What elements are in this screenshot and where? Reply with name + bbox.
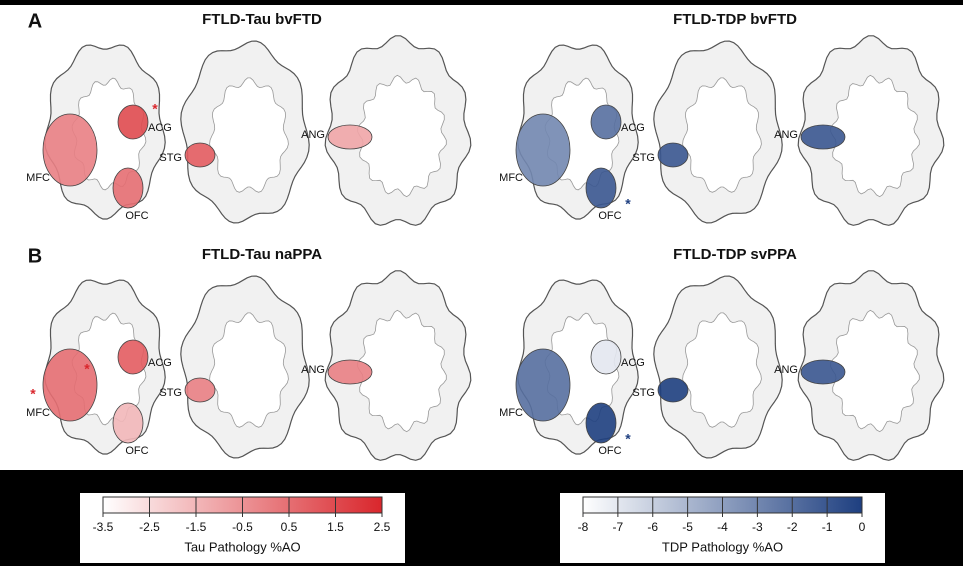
region-label: STG [632,387,655,399]
colorbar-tick-label: -1 [822,520,833,534]
white-matter [682,77,762,193]
colorbar-tick-label: 0 [859,520,866,534]
colorbar-tick-label: -6 [647,520,658,534]
colorbar-tick-label: -3 [752,520,763,534]
region-patch [112,167,144,209]
region-patch [327,359,373,385]
region-label: STG [159,152,182,164]
colorbar-tick-label: -5 [682,520,693,534]
region-label: ACG [148,122,172,134]
region-patch [117,339,149,375]
brain-figure: FTLD-Tau naPPA MFC * * ACG OFC STG ANG [26,246,472,461]
region-patch [184,142,216,168]
region-label: MFC [499,407,523,419]
significance-mark: * [625,196,631,212]
colorbar-tick-label: 0.5 [281,520,298,534]
region-label: MFC [26,172,50,184]
region-patch [515,113,571,187]
brain-figure: FTLD-Tau bvFTD MFC ACG * OFC STG ANG [26,11,472,226]
region-patch [585,402,617,444]
colorbar-tick-label: -3.5 [93,520,114,534]
white-matter [682,312,762,428]
region-patch [112,402,144,444]
colorbar-tick-label: -2 [787,520,798,534]
region-label: OFC [598,445,621,457]
colorbar-tick-label: 1.5 [327,520,344,534]
colorbar-tick-label: -8 [578,520,589,534]
region-label: OFC [125,445,148,457]
colorbar-tick-label: -4 [717,520,728,534]
region-patch [42,113,98,187]
panel-label: A [28,10,42,32]
region-label: STG [632,152,655,164]
colorbar-label: TDP Pathology %AO [662,539,783,554]
region-patch [585,167,617,209]
figure-title: FTLD-TDP bvFTD [673,11,797,28]
region-patch [184,377,216,403]
region-patch [515,348,571,422]
significance-mark: * [152,101,158,117]
region-patch [327,124,373,150]
figure-title: FTLD-Tau bvFTD [202,11,322,28]
region-label: OFC [125,210,148,222]
region-label: ACG [621,357,645,369]
region-patch [800,124,846,150]
region-label: STG [159,387,182,399]
region-patch [590,104,622,140]
region-label: ANG [301,129,325,141]
colorbar-tick-label: -0.5 [232,520,253,534]
significance-mark: * [84,361,90,377]
region-patch [800,359,846,385]
region-label: ACG [148,357,172,369]
white-matter [209,77,289,193]
region-label: ANG [301,364,325,376]
region-label: ACG [621,122,645,134]
significance-mark: * [625,431,631,447]
figure-title: FTLD-Tau naPPA [202,246,322,263]
region-patch [657,377,689,403]
colorbar-tick-label: -1.5 [186,520,207,534]
colorbar-tick-label: -2.5 [139,520,160,534]
region-label: MFC [499,172,523,184]
colorbar-tick-label: 2.5 [374,520,391,534]
region-label: ANG [774,364,798,376]
region-patch [117,104,149,140]
colorbar-tick-label: -7 [613,520,624,534]
region-patch [42,348,98,422]
brain-figure: FTLD-TDP bvFTD MFC ACG OFC * STG ANG [499,11,945,226]
colorbar-label: Tau Pathology %AO [184,539,300,554]
figure-title: FTLD-TDP svPPA [673,246,797,263]
region-label: OFC [598,210,621,222]
region-patch [657,142,689,168]
region-patch [590,339,622,375]
white-matter [209,312,289,428]
panel-label: B [28,245,42,267]
brain-figure: FTLD-TDP svPPA MFC ACG OFC * STG ANG [499,246,945,461]
region-label: MFC [26,407,50,419]
significance-mark: * [30,386,36,402]
region-label: ANG [774,129,798,141]
